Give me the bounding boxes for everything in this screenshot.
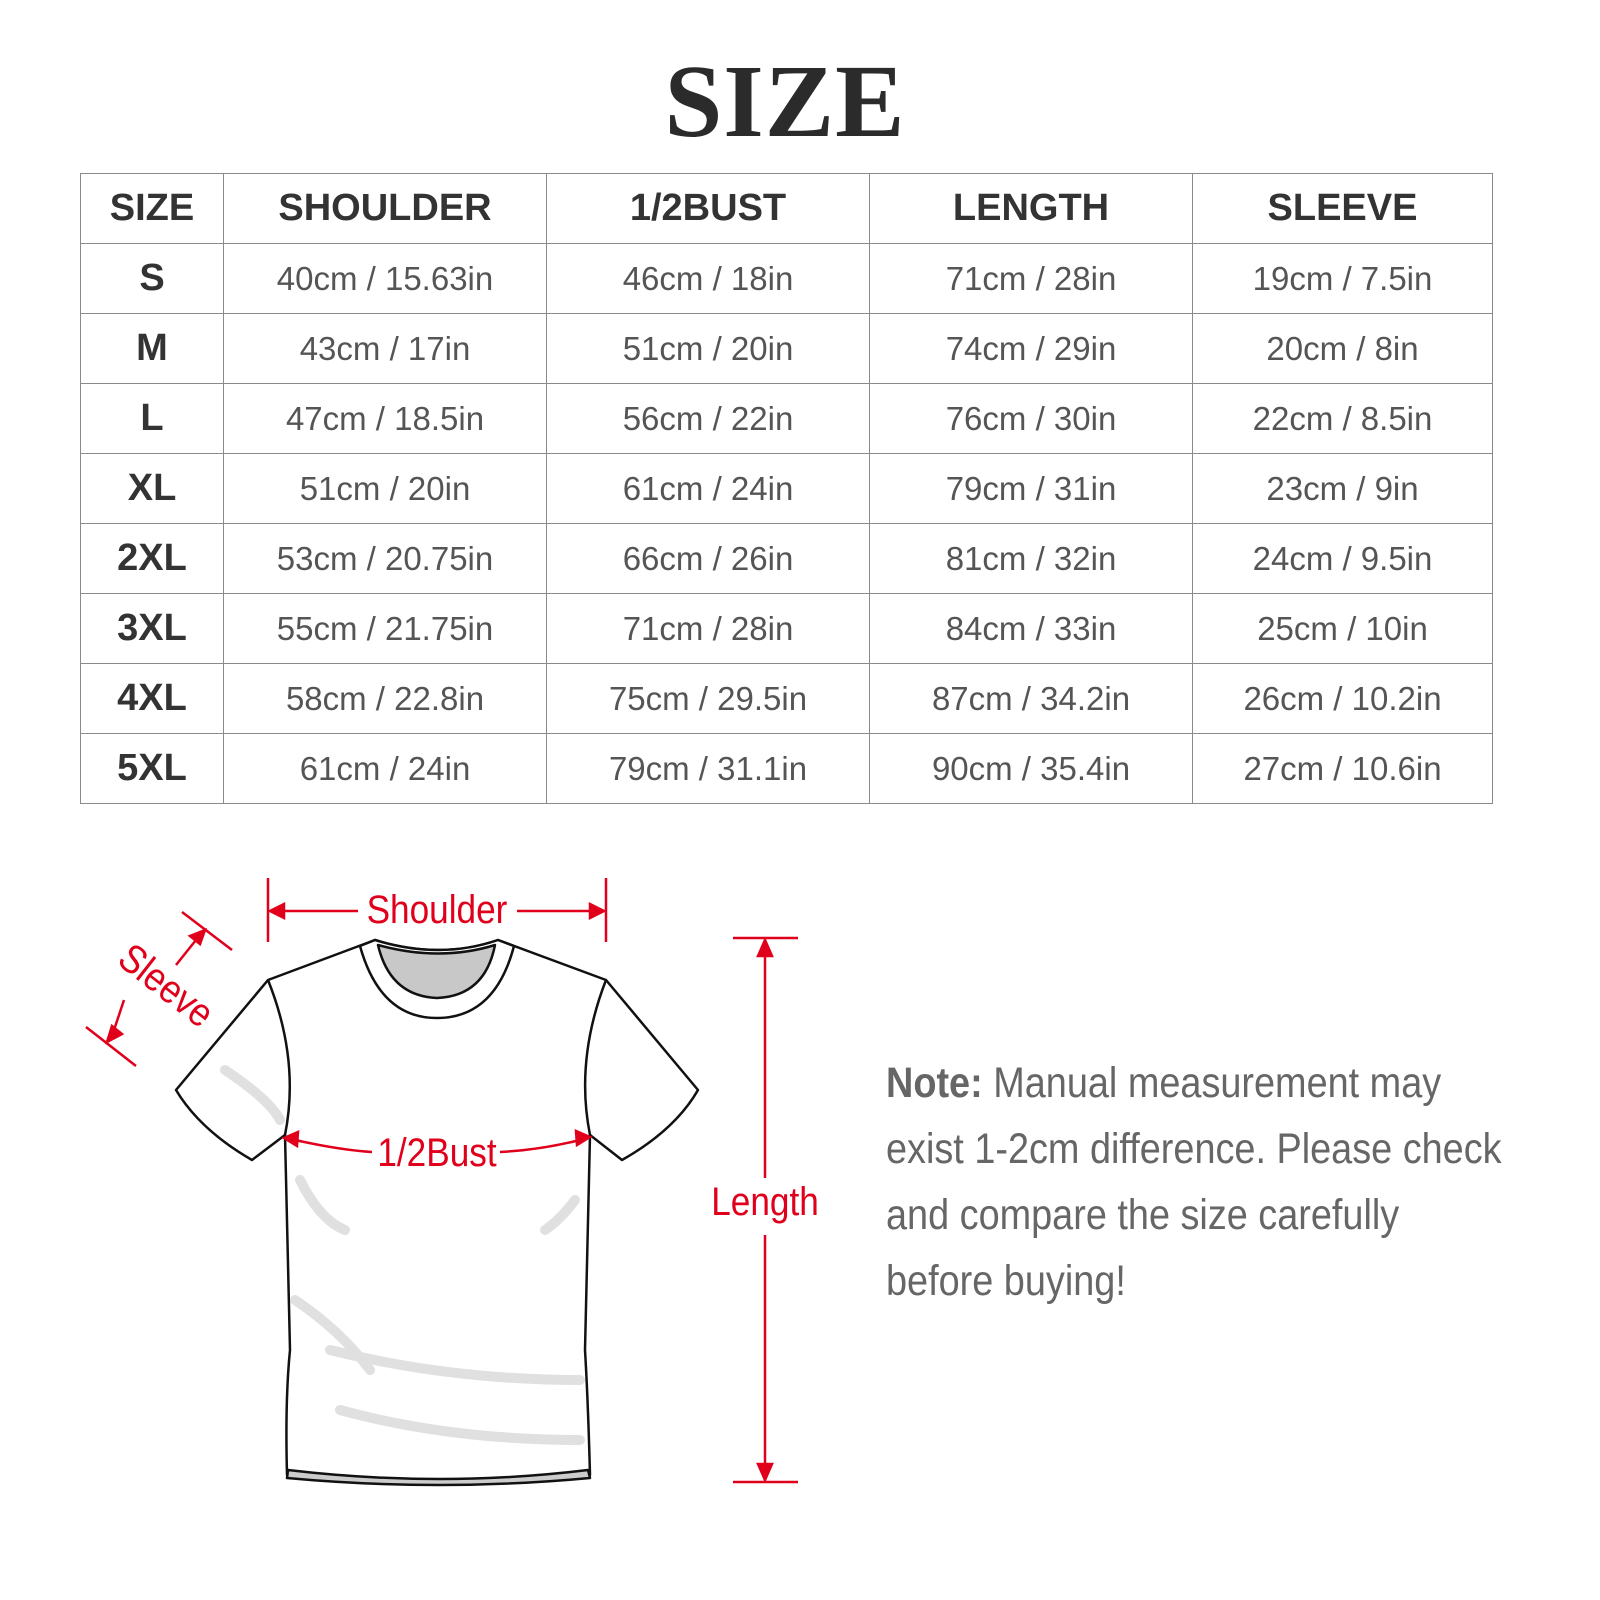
bust-label: 1/2Bust <box>377 1130 497 1175</box>
measurement-cell: 51cm / 20in <box>546 313 870 384</box>
note-body: Manual measurement may exist 1-2cm diffe… <box>886 1059 1502 1305</box>
measurement-cell: 56cm / 22in <box>546 383 870 454</box>
tshirt-diagram: Shoulder 1/2Bust Length Sleeve <box>85 878 819 1487</box>
measurement-cell: 24cm / 9.5in <box>1192 523 1493 594</box>
header-length: LENGTH <box>869 173 1193 244</box>
measurement-cell: 61cm / 24in <box>223 733 547 804</box>
measurement-cell: 55cm / 21.75in <box>223 593 547 664</box>
size-cell: 5XL <box>80 733 224 804</box>
table-row: M 43cm / 17in 51cm / 20in 74cm / 29in 20cm /… <box>80 313 1493 384</box>
header-size: SIZE <box>80 173 224 244</box>
measurement-cell: 84cm / 33in <box>869 593 1193 664</box>
measurement-cell: 58cm / 22.8in <box>223 663 547 734</box>
header-sleeve: SLEEVE <box>1192 173 1493 244</box>
measurement-cell: 79cm / 31.1in <box>546 733 870 804</box>
measurement-cell: 79cm / 31in <box>869 453 1193 524</box>
sleeve-label: Sleeve <box>110 934 222 1035</box>
measurement-cell: 90cm / 35.4in <box>869 733 1193 804</box>
table-row: 4XL 58cm / 22.8in 75cm / 29.5in 87cm / 34.2… <box>80 663 1493 734</box>
note-label: Note: <box>886 1059 983 1107</box>
table-header-row: SIZE SHOULDER 1/2BUST LENGTH SLEEVE <box>80 173 1493 244</box>
measurement-cell: 43cm / 17in <box>223 313 547 384</box>
measurement-cell: 27cm / 10.6in <box>1192 733 1493 804</box>
table-row: S 40cm / 15.63in 46cm / 18in 71cm / 28in 19c… <box>80 243 1493 314</box>
size-cell: 2XL <box>80 523 224 594</box>
header-bust: 1/2BUST <box>546 173 870 244</box>
measurement-cell: 19cm / 7.5in <box>1192 243 1493 314</box>
measurement-cell: 76cm / 30in <box>869 383 1193 454</box>
table-row: 2XL 53cm / 20.75in 66cm / 26in 81cm / 32in 2… <box>80 523 1493 594</box>
measurement-cell: 23cm / 9in <box>1192 453 1493 524</box>
table-row: L 47cm / 18.5in 56cm / 22in 76cm / 30in 22cm… <box>80 383 1493 454</box>
table-row: 5XL 61cm / 24in 79cm / 31.1in 90cm / 35.4in… <box>80 733 1493 804</box>
size-cell: 4XL <box>80 663 224 734</box>
measurement-cell: 25cm / 10in <box>1192 593 1493 664</box>
measurement-cell: 75cm / 29.5in <box>546 663 870 734</box>
measurement-arrows <box>85 878 798 1484</box>
table-row: 3XL 55cm / 21.75in 71cm / 28in 84cm / 33in 2… <box>80 593 1493 664</box>
measurement-cell: 53cm / 20.75in <box>223 523 547 594</box>
size-cell: S <box>80 243 224 314</box>
shoulder-label: Shoulder <box>367 887 508 932</box>
measurement-cell: 87cm / 34.2in <box>869 663 1193 734</box>
length-label: Length <box>711 1179 819 1224</box>
size-cell: M <box>80 313 224 384</box>
header-shoulder: SHOULDER <box>223 173 547 244</box>
size-cell: XL <box>80 453 224 524</box>
size-cell: 3XL <box>80 593 224 664</box>
size-table: SIZE SHOULDER 1/2BUST LENGTH SLEEVE S 40c… <box>80 173 1493 804</box>
measurement-cell: 74cm / 29in <box>869 313 1193 384</box>
measurement-cell: 51cm / 20in <box>223 453 547 524</box>
page-title: SIZE <box>664 44 906 159</box>
measurement-cell: 66cm / 26in <box>546 523 870 594</box>
table-row: XL 51cm / 20in 61cm / 24in 79cm / 31in 23cm … <box>80 453 1493 524</box>
measurement-cell: 22cm / 8.5in <box>1192 383 1493 454</box>
measurement-cell: 61cm / 24in <box>546 453 870 524</box>
note-text: Note: Manual measurement may exist 1-2cm… <box>886 1050 1502 1314</box>
measurement-cell: 46cm / 18in <box>546 243 870 314</box>
measurement-cell: 81cm / 32in <box>869 523 1193 594</box>
measurement-cell: 71cm / 28in <box>546 593 870 664</box>
measurement-cell: 20cm / 8in <box>1192 313 1493 384</box>
measurement-cell: 40cm / 15.63in <box>223 243 547 314</box>
measurement-cell: 26cm / 10.2in <box>1192 663 1493 734</box>
tshirt-icon <box>174 938 700 1487</box>
measurement-cell: 71cm / 28in <box>869 243 1193 314</box>
measurement-cell: 47cm / 18.5in <box>223 383 547 454</box>
size-cell: L <box>80 383 224 454</box>
